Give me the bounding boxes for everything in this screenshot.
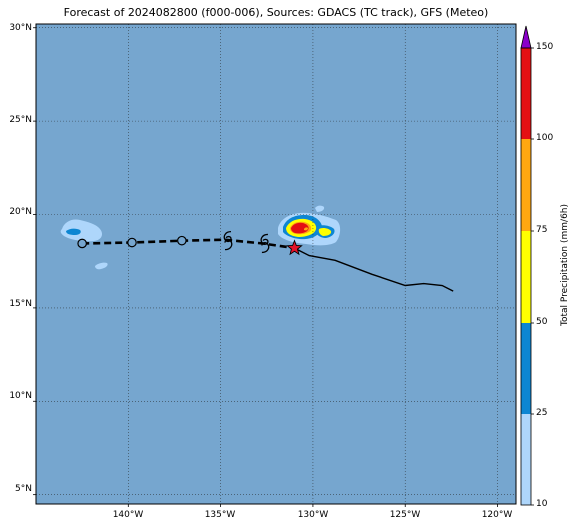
current-position-star-icon <box>286 239 303 256</box>
lat-label: 30°N <box>9 23 32 33</box>
lon-label: 140°W <box>112 510 144 520</box>
colorbar-segment-25-50 <box>521 323 531 414</box>
lat-label: 20°N <box>9 207 32 217</box>
forecast-track-line <box>294 247 454 292</box>
precipitation-field <box>60 205 341 270</box>
map-frame <box>35 23 517 505</box>
lon-label: 130°W <box>297 510 329 520</box>
lat-label: 15°N <box>9 299 32 309</box>
colorbar-tick-label: 75 <box>536 225 548 235</box>
lat-label: 5°N <box>15 484 32 494</box>
colorbar-segment-100-150 <box>521 48 531 139</box>
colorbar-segment-50-75 <box>521 231 531 323</box>
precip-area-moderate <box>66 228 81 235</box>
colorbar-tick-label: 10 <box>536 499 548 509</box>
precip-area-light <box>315 205 325 212</box>
colorbar-title: Total Precipitation (mm/6h) <box>560 203 570 327</box>
lon-label: 125°W <box>389 510 421 520</box>
colorbar-tick-label: 100 <box>536 133 554 143</box>
precip-area-light <box>95 262 108 270</box>
colorbar-segment-10-25 <box>521 414 531 505</box>
colorbar-segment-75-100 <box>521 139 531 231</box>
colorbar-tick-label: 50 <box>536 317 548 327</box>
colorbar-tick-label: 150 <box>536 42 554 52</box>
lat-label: 10°N <box>9 391 32 401</box>
graticule <box>36 24 516 504</box>
cyclone-symbol-icon <box>223 231 233 251</box>
map-title: Forecast of 2024082800 (f000-006), Sourc… <box>63 6 489 19</box>
lon-label: 120°W <box>481 510 513 520</box>
colorbar <box>520 25 534 506</box>
colorbar-tick-label: 25 <box>536 408 548 418</box>
precip-area-light <box>60 219 102 242</box>
precip-area-intense <box>291 222 309 234</box>
track-point-marker <box>127 237 137 248</box>
precip-area-heavy <box>318 227 332 236</box>
cyclone-symbol-icon <box>260 233 270 254</box>
ocean-background <box>36 24 516 504</box>
precip-area-very-heavy <box>304 227 308 231</box>
lon-label: 135°W <box>204 510 236 520</box>
track-point-marker <box>177 235 187 246</box>
colorbar-extension-over-150 <box>521 26 531 48</box>
track-point-marker <box>77 238 87 249</box>
lat-label: 25°N <box>9 115 32 125</box>
tc-track <box>77 231 454 292</box>
